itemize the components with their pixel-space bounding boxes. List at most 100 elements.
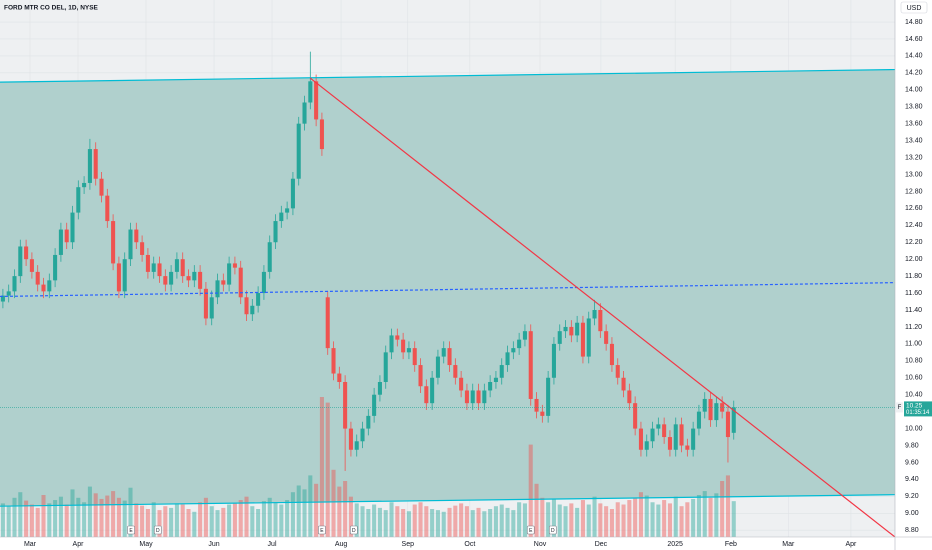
volume-bar: [720, 481, 725, 537]
volume-bar: [424, 506, 429, 537]
candle-body: [348, 428, 353, 450]
volume-bar: [24, 500, 29, 537]
candle-body: [203, 288, 208, 319]
event-marker: [318, 525, 326, 535]
volume-bar: [145, 509, 150, 537]
x-tick-label: 2025: [667, 541, 683, 548]
volume-bar: [470, 510, 475, 537]
volume-bar: [557, 504, 562, 537]
y-tick-label: 12.60: [905, 205, 923, 212]
volume-bar: [493, 506, 498, 537]
candle-body: [360, 428, 365, 442]
volume-bar: [35, 507, 40, 537]
candle-body: [546, 377, 551, 416]
candle-body: [517, 339, 522, 349]
volume-bar: [348, 496, 353, 537]
candle-body: [685, 445, 690, 450]
x-tick-label: Apr: [845, 541, 857, 548]
volume-bar: [227, 504, 232, 537]
candle-body: [47, 280, 52, 292]
candle-body: [488, 381, 493, 391]
trend-line: [0, 494, 895, 507]
candle-body: [18, 246, 23, 277]
volume-bar: [488, 509, 493, 537]
volume-bar: [290, 492, 295, 537]
volume-bar: [604, 506, 609, 537]
candle-body: [215, 280, 220, 298]
volume-bar: [76, 497, 81, 537]
candle-body: [157, 263, 162, 277]
candle-body: [267, 242, 272, 272]
volume-bar: [157, 510, 162, 537]
y-tick-label: 11.60: [905, 290, 922, 297]
volume-bar: [499, 504, 504, 537]
candle-body: [227, 263, 232, 285]
volume-bar: [528, 444, 533, 537]
candle-body: [325, 297, 330, 349]
volume-bar: [93, 493, 98, 537]
x-tick-label: Aug: [335, 541, 348, 548]
currency: USD: [907, 5, 922, 12]
candle-body: [29, 259, 34, 272]
candle-body: [714, 403, 719, 421]
volume-bar: [621, 504, 626, 537]
volume-bar: [482, 511, 487, 537]
volume-bar: [389, 502, 394, 537]
event-label: E: [529, 528, 533, 534]
candle-body: [174, 259, 179, 272]
event-label: D: [352, 528, 356, 534]
event-label: D: [551, 528, 555, 534]
volume-bar: [412, 504, 417, 537]
candle-body: [256, 293, 261, 306]
candle-body: [372, 394, 377, 416]
volume-bar: [285, 500, 290, 537]
candle-body: [87, 149, 92, 183]
candle-body: [145, 254, 150, 272]
volume-bar: [377, 507, 382, 537]
currency-box[interactable]: [900, 1, 928, 14]
candle-body: [308, 81, 313, 103]
candle-body: [615, 365, 620, 378]
volume-bar: [232, 503, 237, 537]
volume-bar: [314, 483, 319, 537]
volume-bar: [592, 496, 597, 537]
candle-body: [528, 331, 533, 399]
y-tick-label: 10.00: [905, 425, 923, 432]
candle-body: [134, 229, 139, 243]
volume-bar: [6, 506, 11, 537]
volume-bar: [673, 496, 678, 537]
candle-body: [633, 403, 638, 429]
candle-body: [163, 276, 168, 285]
volume-bar: [82, 502, 87, 537]
candle-body: [598, 310, 603, 332]
volume-bar: [453, 505, 458, 537]
volume-bar: [319, 397, 324, 537]
volume-bar: [644, 495, 649, 537]
candle-body: [395, 335, 400, 340]
candle-body: [151, 263, 156, 272]
candle-body: [499, 365, 504, 378]
volume-bar: [627, 500, 632, 537]
x-tick-label: Feb: [725, 541, 737, 548]
y-tick-label: 11.40: [905, 307, 922, 314]
volume-bar: [696, 495, 701, 537]
candle-body: [673, 424, 678, 450]
volume-bar: [638, 492, 643, 537]
event-marker: [350, 525, 358, 535]
volume-bar: [41, 495, 46, 537]
candle-body: [708, 398, 713, 421]
candle-body: [302, 102, 307, 124]
volume-bar: [598, 503, 603, 537]
candle-body: [696, 411, 701, 429]
candle-body: [563, 326, 568, 332]
candle-body: [638, 428, 643, 450]
candle-body: [12, 276, 17, 292]
price-label-box: [904, 401, 932, 417]
volume-bar: [221, 507, 226, 537]
x-tick-label: Oct: [464, 541, 475, 548]
volume-bar: [517, 502, 522, 537]
candle-body: [82, 182, 87, 188]
volume-bar: [505, 507, 510, 537]
candle-body: [667, 437, 672, 450]
event-marker: [153, 525, 162, 535]
